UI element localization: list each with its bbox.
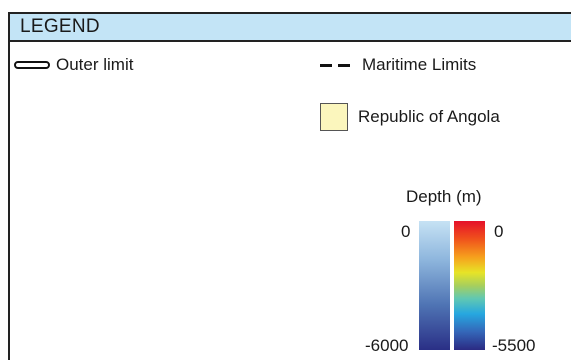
right-bar-top-label: 0 (494, 222, 504, 241)
angola-color-swatch (320, 103, 348, 131)
depth-color-bar-left (419, 221, 450, 350)
depth-color-bar-right (454, 221, 485, 350)
outer-limit-label: Outer limit (56, 55, 134, 74)
legend-item-angola: Republic of Angola (320, 103, 500, 131)
legend-item-maritime-limits: Maritime Limits (320, 55, 476, 75)
legend-title: LEGEND (10, 14, 571, 42)
right-bar-bottom-label: -5500 (492, 336, 536, 355)
legend-panel: LEGEND (8, 12, 571, 360)
legend-item-outer-limit: Outer limit (14, 55, 133, 75)
depth-scale-title: Depth (m) (406, 187, 482, 206)
angola-label: Republic of Angola (358, 107, 500, 126)
outer-limit-line-icon (14, 61, 50, 69)
left-bar-top-label: 0 (401, 222, 411, 241)
dashed-line-icon (320, 63, 352, 67)
maritime-limits-label: Maritime Limits (362, 55, 477, 74)
left-bar-bottom-label: -6000 (365, 336, 409, 355)
